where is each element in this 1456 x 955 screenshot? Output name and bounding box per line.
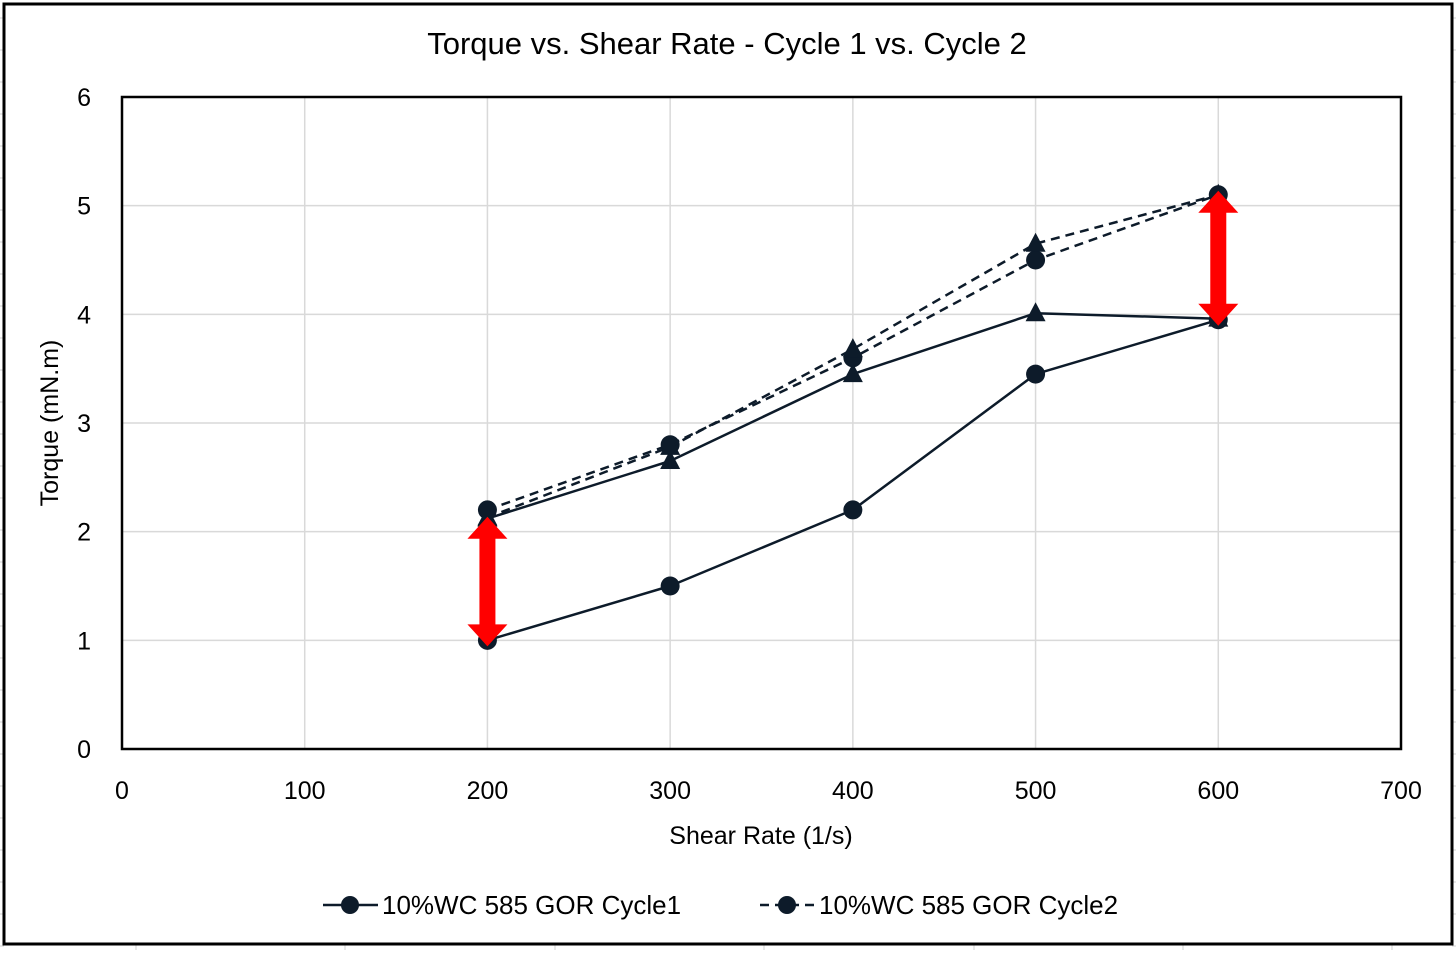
- data-point-triangle: [1025, 232, 1046, 252]
- data-point-circle: [1026, 250, 1046, 270]
- y-tick-label: 5: [77, 193, 91, 221]
- y-tick-label: 0: [77, 736, 91, 764]
- red-double-arrow: [1198, 190, 1239, 326]
- y-tick-label: 2: [77, 519, 91, 547]
- x-axis-ticks: 0 100 200 300 400 500 600 700: [115, 777, 1422, 805]
- y-tick-label: 4: [77, 301, 91, 329]
- x-tick-label: 0: [115, 777, 129, 805]
- x-tick-label: 500: [1015, 777, 1057, 805]
- x-axis-title: Shear Rate (1/s): [669, 822, 852, 850]
- legend: 10%WC 585 GOR Cycle1 10%WC 585 GOR Cycle…: [323, 890, 1118, 920]
- x-tick-label: 700: [1380, 777, 1422, 805]
- data-point-triangle: [842, 338, 863, 358]
- y-tick-label: 3: [77, 410, 91, 438]
- data-point-circle: [843, 500, 863, 520]
- red-double-arrow: [467, 516, 508, 647]
- x-tick-label: 300: [649, 777, 691, 805]
- legend-marker-circle: [778, 896, 796, 914]
- data-point-triangle: [660, 435, 681, 455]
- x-tick-label: 400: [832, 777, 874, 805]
- legend-item-cycle2: 10%WC 585 GOR Cycle2: [760, 890, 1118, 920]
- x-tick-label: 200: [467, 777, 509, 805]
- plot-area-frame: [120, 95, 1403, 751]
- data-point-triangle: [660, 450, 681, 470]
- legend-item-cycle1: 10%WC 585 GOR Cycle1: [323, 890, 681, 920]
- data-point-circle: [1026, 364, 1046, 384]
- y-axis-ticks: 0 1 2 3 4 5 6: [77, 84, 91, 764]
- data-point-triangle: [477, 506, 498, 526]
- chart-title: Torque vs. Shear Rate - Cycle 1 vs. Cycl…: [427, 26, 1027, 61]
- y-tick-label: 1: [77, 627, 91, 655]
- legend-marker-circle: [341, 896, 359, 914]
- data-point-circle: [660, 576, 680, 596]
- y-tick-label: 6: [77, 84, 91, 112]
- annotation-layer: [467, 190, 1239, 647]
- x-tick-label: 600: [1197, 777, 1239, 805]
- legend-label-cycle1: 10%WC 585 GOR Cycle1: [382, 890, 681, 920]
- x-tick-label: 100: [284, 777, 326, 805]
- legend-label-cycle2: 10%WC 585 GOR Cycle2: [819, 890, 1118, 920]
- data-point-triangle: [1025, 302, 1046, 322]
- data-point-triangle: [842, 363, 863, 383]
- series-line-4: [486, 193, 1219, 519]
- y-axis-title: Torque (mN.m): [36, 340, 64, 507]
